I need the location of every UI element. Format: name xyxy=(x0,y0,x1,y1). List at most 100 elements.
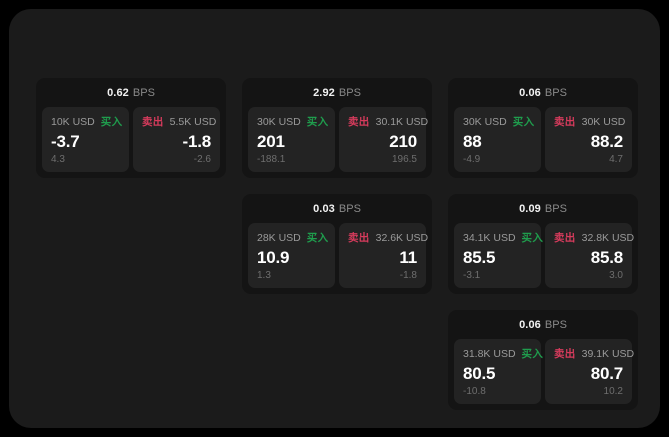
sell-price: -1.8 xyxy=(182,132,212,151)
card-header: 0.62 BPS xyxy=(42,84,220,102)
quote-card[interactable]: 0.62 BPS 10K USD 买入 -3.7 4.3 卖出 5.5K USD -1.8 -2.… xyxy=(36,78,226,178)
bps-value: 0.06 xyxy=(519,319,541,331)
bps-value: 0.03 xyxy=(313,203,335,215)
sell-panel[interactable]: 卖出 30.1K USD 210 196.5 xyxy=(339,107,428,172)
buy-panel-header: 28K USD 买入 xyxy=(257,231,329,245)
bps-value: 0.62 xyxy=(107,87,129,99)
sell-tag: 卖出 xyxy=(348,116,370,128)
bps-value: 2.92 xyxy=(313,87,335,99)
buy-panel-header: 30K USD 买入 xyxy=(463,115,535,129)
buy-delta: 1.3 xyxy=(257,270,271,281)
sell-quantity: 30.1K USD xyxy=(375,115,429,128)
buy-panel[interactable]: 31.8K USD 买入 80.5 -10.8 xyxy=(454,339,543,404)
card-header: 0.09 BPS xyxy=(454,200,632,218)
buy-tag: 买入 xyxy=(512,116,535,128)
sell-quantity: 5.5K USD xyxy=(169,115,217,128)
buy-quantity: 30K USD xyxy=(257,115,301,128)
sell-price: 210 xyxy=(389,132,417,151)
card-body: 28K USD 买入 10.9 1.3 卖出 32.6K USD 11 -1.8 xyxy=(248,223,428,288)
sell-quantity: 32.8K USD xyxy=(581,231,635,244)
buy-delta: -4.9 xyxy=(463,154,481,165)
card-body: 10K USD 买入 -3.7 4.3 卖出 5.5K USD -1.8 -2.6 xyxy=(42,107,220,172)
sell-panel[interactable]: 卖出 30K USD 88.2 4.7 xyxy=(545,107,632,172)
sell-delta: -1.8 xyxy=(399,270,417,281)
buy-price: 10.9 xyxy=(257,248,290,267)
buy-tag: 买入 xyxy=(306,232,329,244)
quote-column-3: 0.06 BPS 30K USD 买入 88 -4.9 卖出 30K USD 88.2 4.7 0.… xyxy=(448,78,638,410)
buy-panel[interactable]: 10K USD 买入 -3.7 4.3 xyxy=(42,107,129,172)
quote-column-1: 0.62 BPS 10K USD 买入 -3.7 4.3 卖出 5.5K USD -1.8 -2.… xyxy=(36,78,226,178)
quote-card[interactable]: 0.06 BPS 30K USD 买入 88 -4.9 卖出 30K USD 88.2 4.7 xyxy=(448,78,638,178)
sell-tag: 卖出 xyxy=(348,232,370,244)
sell-price: 80.7 xyxy=(590,364,623,383)
sell-delta: 196.5 xyxy=(391,154,417,165)
buy-price: 80.5 xyxy=(463,364,496,383)
buy-quantity: 34.1K USD xyxy=(463,231,516,244)
sell-delta: 4.7 xyxy=(609,154,623,165)
buy-panel[interactable]: 30K USD 买入 88 -4.9 xyxy=(454,107,541,172)
buy-panel-header: 31.8K USD 买入 xyxy=(463,347,543,361)
sell-quantity: 30K USD xyxy=(581,115,626,128)
buy-price: 85.5 xyxy=(463,248,496,267)
sell-panel-header: 卖出 32.8K USD xyxy=(554,231,634,245)
card-header: 0.03 BPS xyxy=(248,200,426,218)
sell-panel-header: 卖出 30.1K USD xyxy=(348,115,428,129)
sell-panel-header: 卖出 32.6K USD xyxy=(348,231,428,245)
sell-quantity: 39.1K USD xyxy=(581,347,635,360)
bps-unit-label: BPS xyxy=(544,319,567,331)
bps-unit-label: BPS xyxy=(544,203,567,215)
quote-column-2: 2.92 BPS 30K USD 买入 201 -188.1 卖出 30.1K USD 210 1… xyxy=(242,78,432,294)
buy-panel-header: 10K USD 买入 xyxy=(51,115,123,129)
sell-panel-header: 卖出 39.1K USD xyxy=(554,347,634,361)
buy-price: -3.7 xyxy=(51,132,80,151)
buy-quantity: 31.8K USD xyxy=(463,347,516,360)
buy-tag: 买入 xyxy=(521,348,544,360)
bps-unit-label: BPS xyxy=(338,203,361,215)
bps-value: 0.06 xyxy=(519,87,541,99)
buy-delta: -3.1 xyxy=(463,270,481,281)
buy-delta: -188.1 xyxy=(257,154,286,165)
sell-quantity: 32.6K USD xyxy=(375,231,429,244)
card-header: 2.92 BPS xyxy=(248,84,426,102)
buy-panel[interactable]: 30K USD 买入 201 -188.1 xyxy=(248,107,335,172)
card-body: 30K USD 买入 88 -4.9 卖出 30K USD 88.2 4.7 xyxy=(454,107,632,172)
buy-quantity: 10K USD xyxy=(51,115,95,128)
card-body: 34.1K USD 买入 85.5 -3.1 卖出 32.8K USD 85.8 3.0 xyxy=(454,223,634,288)
bps-unit-label: BPS xyxy=(338,87,361,99)
sell-price: 88.2 xyxy=(590,132,623,151)
buy-tag: 买入 xyxy=(521,232,544,244)
sell-tag: 卖出 xyxy=(142,116,164,128)
buy-price: 88 xyxy=(463,132,482,151)
sell-panel[interactable]: 卖出 32.6K USD 11 -1.8 xyxy=(339,223,428,288)
buy-delta: -10.8 xyxy=(463,386,486,397)
card-body: 30K USD 买入 201 -188.1 卖出 30.1K USD 210 196.5 xyxy=(248,107,428,172)
quote-card[interactable]: 0.09 BPS 34.1K USD 买入 85.5 -3.1 卖出 32.8K USD 85.… xyxy=(448,194,638,294)
card-header: 0.06 BPS xyxy=(454,316,632,334)
quote-card[interactable]: 0.06 BPS 31.8K USD 买入 80.5 -10.8 卖出 39.1K USD 80… xyxy=(448,310,638,410)
buy-panel[interactable]: 34.1K USD 买入 85.5 -3.1 xyxy=(454,223,543,288)
sell-price: 85.8 xyxy=(590,248,623,267)
quote-card-board: 0.62 BPS 10K USD 买入 -3.7 4.3 卖出 5.5K USD -1.8 -2.… xyxy=(36,78,642,410)
sell-panel[interactable]: 卖出 39.1K USD 80.7 10.2 xyxy=(545,339,634,404)
quote-card[interactable]: 2.92 BPS 30K USD 买入 201 -188.1 卖出 30.1K USD 210 1… xyxy=(242,78,432,178)
buy-tag: 买入 xyxy=(306,116,329,128)
sell-delta: -2.6 xyxy=(193,154,211,165)
buy-panel-header: 34.1K USD 买入 xyxy=(463,231,543,245)
card-header: 0.06 BPS xyxy=(454,84,632,102)
sell-tag: 卖出 xyxy=(554,116,576,128)
buy-tag: 买入 xyxy=(100,116,123,128)
sell-panel[interactable]: 卖出 5.5K USD -1.8 -2.6 xyxy=(133,107,220,172)
sell-delta: 10.2 xyxy=(603,386,623,397)
bps-unit-label: BPS xyxy=(132,87,155,99)
sell-delta: 3.0 xyxy=(609,270,623,281)
quote-card[interactable]: 0.03 BPS 28K USD 买入 10.9 1.3 卖出 32.6K USD 11 -1.8 xyxy=(242,194,432,294)
buy-quantity: 30K USD xyxy=(463,115,507,128)
sell-panel[interactable]: 卖出 32.8K USD 85.8 3.0 xyxy=(545,223,634,288)
sell-price: 11 xyxy=(399,248,417,267)
buy-panel[interactable]: 28K USD 买入 10.9 1.3 xyxy=(248,223,335,288)
sell-tag: 卖出 xyxy=(554,348,576,360)
buy-quantity: 28K USD xyxy=(257,231,301,244)
buy-panel-header: 30K USD 买入 xyxy=(257,115,329,129)
buy-price: 201 xyxy=(257,132,285,151)
bps-unit-label: BPS xyxy=(544,87,567,99)
